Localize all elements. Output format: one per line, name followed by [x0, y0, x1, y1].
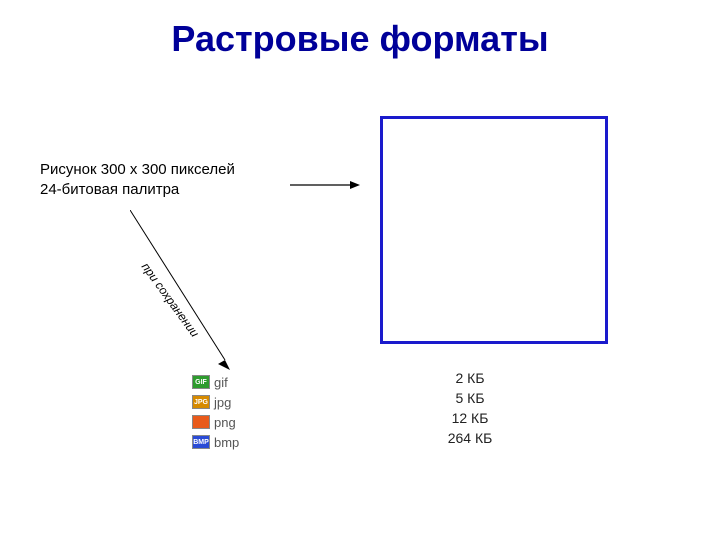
size-value: 2 КБ	[420, 370, 520, 390]
size-value: 12 КБ	[420, 410, 520, 430]
format-name: bmp	[214, 435, 239, 450]
page-title: Растровые форматы	[0, 18, 720, 60]
size-value: 5 КБ	[420, 390, 520, 410]
format-name: png	[214, 415, 236, 430]
size-list: 2 КБ 5 КБ 12 КБ 264 КБ	[420, 370, 520, 450]
gif-icon: GIF	[192, 375, 210, 389]
arrow-right-icon	[290, 178, 360, 192]
caption-line1: Рисунок 300 х 300 пикселей	[40, 160, 235, 180]
size-value: 264 КБ	[420, 430, 520, 450]
png-icon	[192, 415, 210, 429]
list-item: png	[192, 412, 348, 432]
image-caption: Рисунок 300 х 300 пикселей 24-битовая па…	[40, 160, 235, 199]
preview-rectangle	[380, 116, 608, 344]
jpg-icon: JPG	[192, 395, 210, 409]
bmp-icon: BMP	[192, 435, 210, 449]
list-item: BMP bmp	[192, 432, 348, 452]
caption-line2: 24-битовая палитра	[40, 180, 235, 200]
format-list: GIF gif JPG jpg png BMP bmp	[190, 370, 350, 454]
format-name: gif	[214, 375, 228, 390]
format-name: jpg	[214, 395, 231, 410]
list-item: JPG jpg	[192, 392, 348, 412]
list-item: GIF gif	[192, 372, 348, 392]
arrow-diagonal-icon	[130, 210, 240, 380]
